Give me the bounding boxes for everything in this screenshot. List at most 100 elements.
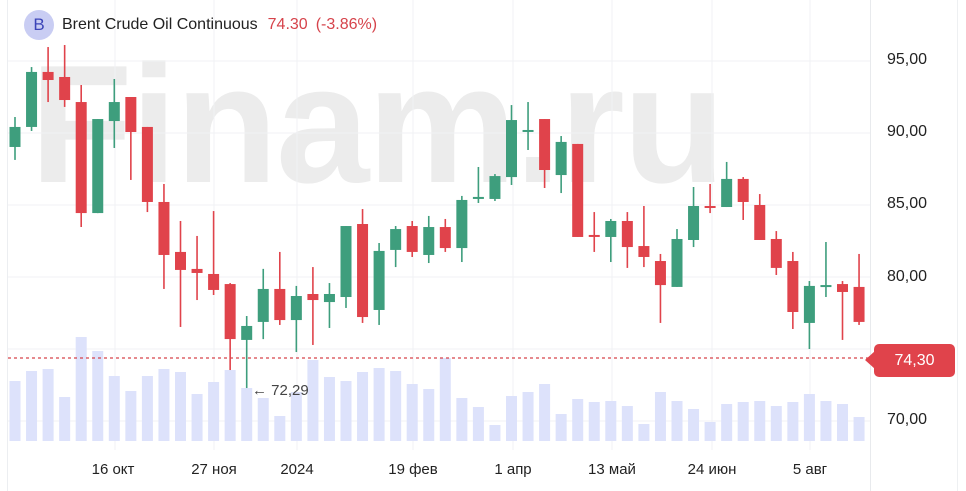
candle-down[interactable] [770,238,782,268]
candle-down[interactable] [141,126,153,202]
volume-bar [621,406,633,441]
y-axis-label-85: 85,00 [887,195,928,212]
candle-up[interactable] [257,288,269,322]
volume-bar [605,401,617,441]
candle-up[interactable] [489,176,501,199]
volume-bar [688,409,700,441]
candle-down[interactable] [208,273,220,290]
candle-down[interactable] [357,224,369,318]
candle-down[interactable] [158,201,170,255]
volume-bar [257,398,269,441]
candle-down[interactable] [175,251,186,270]
candle-down[interactable] [307,293,319,301]
volume-bar [158,369,170,441]
volume-bar [224,370,236,441]
candle-up[interactable] [9,126,21,147]
candle-up[interactable] [108,102,120,122]
volume-bar [638,424,650,441]
candle-up[interactable] [721,178,733,208]
x-axis-label: 2024 [280,461,314,478]
candle-up[interactable] [323,293,335,303]
candle-down[interactable] [191,268,203,273]
candle-up[interactable] [423,227,435,255]
candle-up[interactable] [688,206,700,240]
candle-up[interactable] [522,129,534,132]
last-price: 74.30 [267,16,308,33]
candle-up[interactable] [456,199,468,249]
volume-bar [539,384,551,441]
x-axis-label: 27 ноя [191,461,237,478]
volume-bar [390,371,402,441]
candle-up[interactable] [92,119,104,214]
candle-down[interactable] [59,76,71,101]
chart-header: B Brent Crude Oil Continuous 74.30 (-3.8… [24,9,377,41]
volume-bar [754,401,766,441]
candle-down[interactable] [572,143,584,237]
price-change-percent: (-3.86%) [315,16,378,33]
x-axis-label: 24 июн [687,461,737,478]
candle-up[interactable] [241,325,253,340]
candle-down[interactable] [654,261,666,286]
candle-up[interactable] [803,285,815,323]
y-axis-label-80: 80,00 [887,268,928,285]
volume-bar [290,392,302,441]
candle-up[interactable] [26,71,38,127]
volume-bar [439,358,451,441]
candle-down[interactable] [42,71,54,81]
x-axis-label: 5 авг [792,461,828,478]
candle-up[interactable] [671,238,683,287]
candle-up[interactable] [373,250,385,310]
volume-bar [141,376,153,441]
candle-down[interactable] [274,288,286,321]
candle-down[interactable] [539,119,551,171]
candle-down[interactable] [853,286,865,322]
candle-down[interactable] [125,97,137,132]
x-axis-label: 16 окт [91,461,135,478]
volume-bar [737,402,749,441]
candle-up[interactable] [605,220,617,237]
candle-up[interactable] [555,141,567,176]
candle-up[interactable] [390,229,402,250]
candle-down[interactable] [621,220,633,248]
x-axis-label: 13 май [588,461,636,478]
volume-bar [671,401,683,441]
x-axis-label: 1 апр [494,461,532,478]
candle-down[interactable] [737,178,749,202]
candle-up[interactable] [340,226,352,298]
volume-bar [323,377,335,441]
volume-bar [26,371,38,441]
candle-down[interactable] [439,227,451,249]
candle-down[interactable] [75,102,87,214]
candle-down[interactable] [588,234,600,237]
volume-bar [59,397,71,441]
candle-up[interactable] [472,196,484,199]
candle-down[interactable] [704,206,716,209]
price-axis-separator [870,0,871,491]
volume-bar [406,384,418,441]
volume-bar [704,422,716,441]
candle-down[interactable] [406,226,418,252]
volume-bar [191,394,203,441]
volume-bar [92,351,104,441]
volume-bar [125,391,137,441]
volume-bar [357,372,369,441]
candle-up[interactable] [820,285,832,288]
candle-down[interactable] [224,284,236,340]
candle-up[interactable] [506,120,517,178]
candle-down[interactable] [638,246,650,257]
plot-left-border [7,0,8,491]
instrument-name[interactable]: Brent Crude Oil Continuous [62,16,258,33]
candle-down[interactable] [754,205,766,240]
volume-bar [588,402,600,441]
candle-up[interactable] [290,296,302,321]
volume-bar [340,381,352,441]
volume-bar [853,417,865,441]
last-price-tag: 74,30 [865,344,955,377]
price-axis-right-border [957,0,958,491]
candle-down[interactable] [837,284,848,292]
volume-bar [489,425,501,441]
candle-down[interactable] [787,261,799,312]
instrument-badge-icon: B [24,10,54,40]
volume-bar [9,381,21,441]
